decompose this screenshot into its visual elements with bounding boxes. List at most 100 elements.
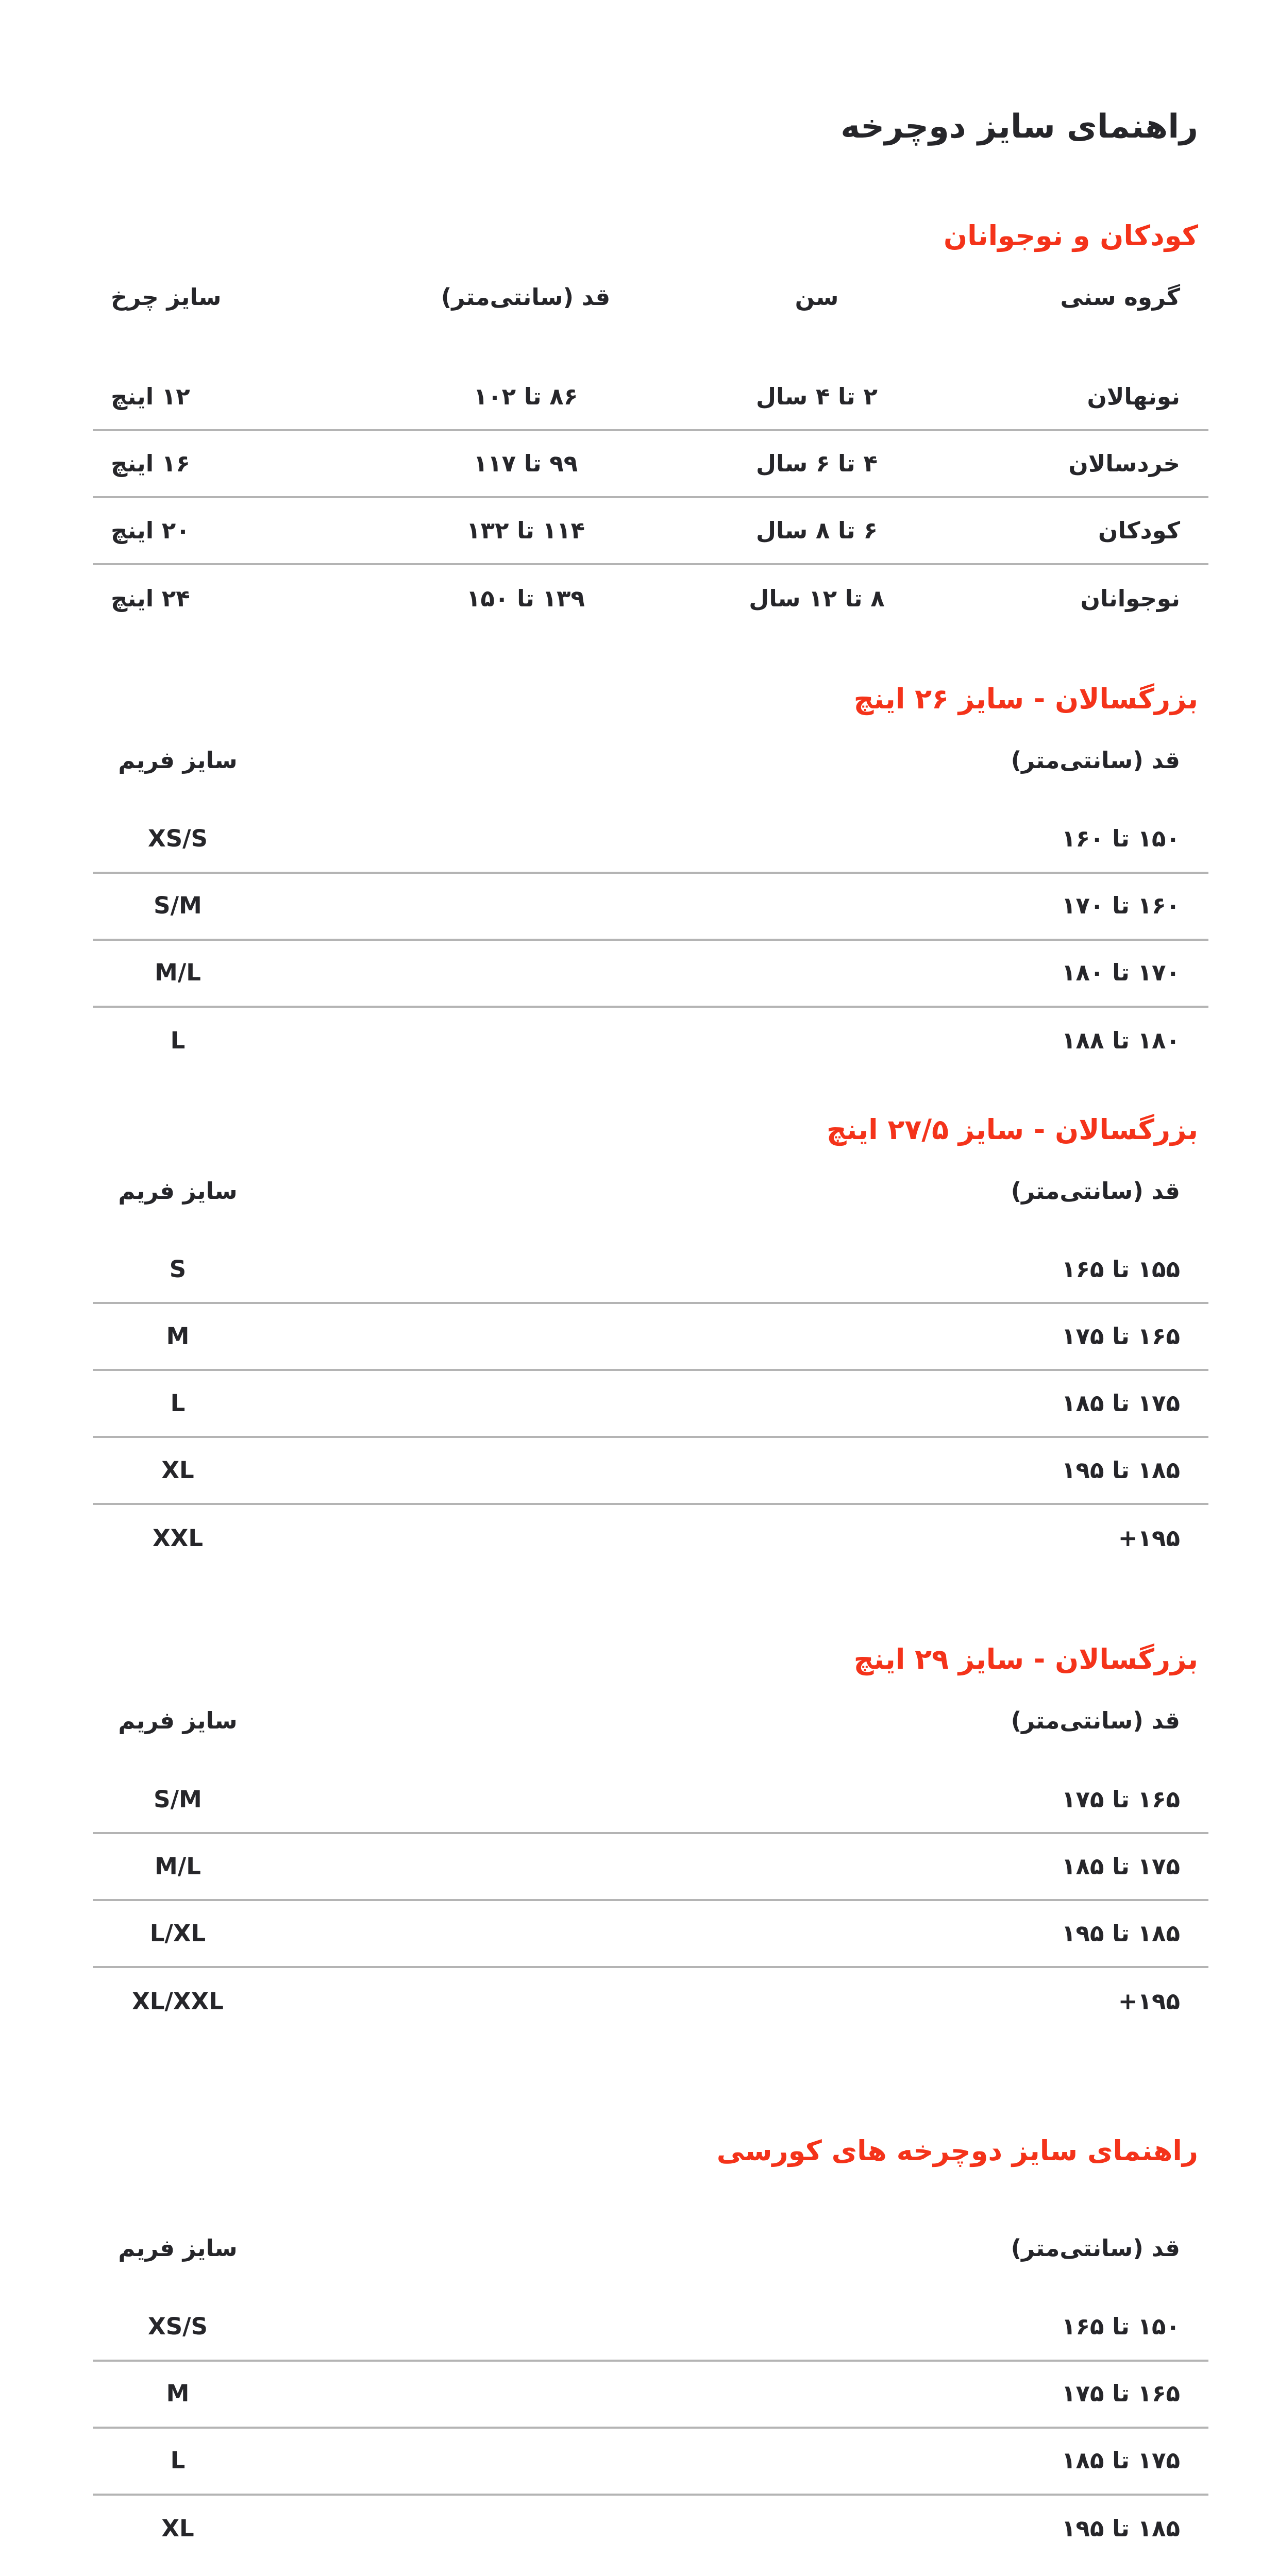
table-cell-age-group: نونهالان [1087, 382, 1180, 410]
table-cell-wheel-size: ۱۲ اینچ [111, 382, 190, 410]
table-cell-frame-size: XXL [152, 1524, 204, 1552]
table-cell-height: ۱۹۵+ [1118, 1987, 1180, 2015]
table-cell-height: ۸۶ تا ۱۰۲ [473, 382, 578, 410]
table-cell-frame-size: S/M [154, 1785, 202, 1813]
table-header-row: قد (سانتی‌متر) سایز فریم [93, 2233, 1208, 2264]
column-header-age-group: گروه سنی [1060, 283, 1180, 311]
table-row: ۱۸۵ تا ۱۹۵ L/XL [93, 1901, 1208, 1968]
table-cell-height: ۱۶۵ تا ۱۷۵ [1062, 1323, 1180, 1350]
section-heading: بزرگسالان - سایز ۲۹ اینچ [853, 1643, 1198, 1676]
table-cell-frame-size: L/XL [149, 1919, 206, 1947]
table-row: ۱۷۵ تا ۱۸۵ L [93, 1371, 1208, 1438]
column-header-frame-size: سایز فریم [118, 1707, 238, 1735]
table-row: نونهالان ۲ تا ۴ سال ۸۶ تا ۱۰۲ ۱۲ اینچ [93, 364, 1208, 431]
table-cell-frame-size: L [170, 1027, 186, 1055]
size-table-road: قد (سانتی‌متر) سایز فریم ۱۵۰ تا ۱۶۵ XS/S… [93, 2233, 1208, 2563]
table-cell-frame-size: XS/S [148, 2313, 208, 2341]
page-title: راهنمای سایز دوچرخه [840, 108, 1198, 146]
table-cell-age: ۲ تا ۴ سال [756, 382, 878, 410]
table-cell-wheel-size: ۲۴ اینچ [111, 584, 190, 612]
table-cell-frame-size: XL [161, 2515, 194, 2543]
table-row: ۱۹۵+ XL/XXL [93, 1968, 1208, 2035]
table-cell-height: ۱۷۵ تا ۱۸۵ [1062, 1389, 1180, 1417]
table-cell-frame-size: L [170, 2447, 186, 2475]
table-cell-height: ۱۵۵ تا ۱۶۵ [1062, 1256, 1180, 1283]
table-row: ۱۷۰ تا ۱۸۰ M/L [93, 941, 1208, 1008]
column-header-height: قد (سانتی‌متر) [1011, 1177, 1180, 1205]
table-header-row: قد (سانتی‌متر) سایز فریم [93, 1706, 1208, 1736]
table-cell-height: ۱۳۹ تا ۱۵۰ [466, 584, 585, 612]
table-row: ۱۵۰ تا ۱۶۰ XS/S [93, 807, 1208, 874]
table-cell-frame-size: M [166, 2380, 190, 2408]
table-cell-frame-size: XL [161, 1456, 194, 1484]
column-header-age: سن [795, 283, 839, 311]
table-row: ۱۸۵ تا ۱۹۵ XL [93, 2496, 1208, 2563]
column-header-height: قد (سانتی‌متر) [1011, 2234, 1180, 2262]
column-header-wheel-size: سایز چرخ [111, 283, 222, 311]
section-kids-teens: کودکان و نوجوانان گروه سنی سن قد (سانتی‌… [93, 218, 1208, 632]
table-row: ۱۸۵ تا ۱۹۵ XL [93, 1438, 1208, 1505]
table-row: ۱۶۵ تا ۱۷۵ M [93, 2362, 1208, 2429]
column-header-height: قد (سانتی‌متر) [1011, 1707, 1180, 1735]
table-cell-height: ۱۸۵ تا ۱۹۵ [1062, 1456, 1180, 1484]
table-cell-height: ۱۱۴ تا ۱۳۲ [466, 516, 585, 544]
table-cell-height: ۱۶۵ تا ۱۷۵ [1062, 1785, 1180, 1813]
table-cell-frame-size: L [170, 1389, 186, 1417]
table-header-row: گروه سنی سن قد (سانتی‌متر) سایز چرخ [93, 282, 1208, 313]
table-cell-height: ۱۸۵ تا ۱۹۵ [1062, 2515, 1180, 2543]
section-adults-29: بزرگسالان - سایز ۲۹ اینچ قد (سانتی‌متر) … [93, 1641, 1208, 2035]
table-cell-height: ۱۸۰ تا ۱۸۸ [1062, 1027, 1180, 1055]
table-cell-wheel-size: ۲۰ اینچ [111, 516, 190, 544]
section-heading: کودکان و نوجوانان [944, 219, 1198, 252]
table-cell-frame-size: S [169, 1256, 187, 1283]
table-cell-wheel-size: ۱۶ اینچ [111, 449, 190, 477]
table-cell-age-group: خردسالان [1068, 449, 1180, 477]
table-cell-frame-size: XS/S [148, 825, 208, 853]
table-cell-height: ۱۶۵ تا ۱۷۵ [1062, 2380, 1180, 2408]
table-row: ۱۵۰ تا ۱۶۵ XS/S [93, 2295, 1208, 2362]
table-cell-height: ۹۹ تا ۱۱۷ [473, 449, 578, 477]
table-cell-height: ۱۸۵ تا ۱۹۵ [1062, 1919, 1180, 1947]
table-cell-frame-size: M/L [155, 1852, 201, 1880]
table-cell-height: ۱۷۵ تا ۱۸۵ [1062, 1852, 1180, 1880]
table-cell-frame-size: M/L [155, 959, 201, 987]
table-row: ۱۵۵ تا ۱۶۵ S [93, 1237, 1208, 1304]
column-header-height: قد (سانتی‌متر) [441, 283, 611, 311]
column-header-height: قد (سانتی‌متر) [1011, 747, 1180, 774]
section-road-bikes: راهنمای سایز دوچرخه های کورسی قد (سانتی‌… [93, 2133, 1208, 2563]
section-heading: راهنمای سایز دوچرخه های کورسی [716, 2134, 1198, 2167]
table-cell-height: ۱۷۰ تا ۱۸۰ [1062, 959, 1180, 987]
table-cell-height: ۱۷۵ تا ۱۸۵ [1062, 2447, 1180, 2475]
table-header-row: قد (سانتی‌متر) سایز فریم [93, 1176, 1208, 1207]
table-cell-frame-size: S/M [154, 892, 202, 920]
table-cell-age-group: کودکان [1098, 516, 1180, 544]
table-cell-height: ۱۹۵+ [1118, 1524, 1180, 1552]
table-cell-age: ۶ تا ۸ سال [756, 516, 878, 544]
table-row: نوجوانان ۸ تا ۱۲ سال ۱۳۹ تا ۱۵۰ ۲۴ اینچ [93, 565, 1208, 632]
size-table-26: قد (سانتی‌متر) سایز فریم ۱۵۰ تا ۱۶۰ XS/S… [93, 745, 1208, 1075]
content-container: راهنمای سایز دوچرخه کودکان و نوجوانان گر… [93, 0, 1208, 2563]
table-cell-age: ۴ تا ۶ سال [756, 449, 878, 477]
size-table-kids: گروه سنی سن قد (سانتی‌متر) سایز چرخ نونه… [93, 282, 1208, 632]
table-cell-age: ۸ تا ۱۲ سال [749, 584, 885, 612]
size-table-27-5: قد (سانتی‌متر) سایز فریم ۱۵۵ تا ۱۶۵ S ۱۶… [93, 1176, 1208, 1572]
table-row: ۱۶۵ تا ۱۷۵ S/M [93, 1767, 1208, 1834]
table-cell-age-group: نوجوانان [1080, 584, 1180, 612]
column-header-frame-size: سایز فریم [118, 747, 238, 774]
section-heading: بزرگسالان - سایز ۲۷/۵ اینچ [826, 1113, 1198, 1146]
table-row: ۱۶۰ تا ۱۷۰ S/M [93, 874, 1208, 941]
section-heading: بزرگسالان - سایز ۲۶ اینچ [853, 682, 1198, 715]
column-header-frame-size: سایز فریم [118, 1177, 238, 1205]
table-cell-height: ۱۶۰ تا ۱۷۰ [1062, 892, 1180, 920]
table-row: ۱۸۰ تا ۱۸۸ L [93, 1008, 1208, 1075]
table-row: ۱۷۵ تا ۱۸۵ L [93, 2429, 1208, 2496]
table-cell-frame-size: M [166, 1323, 190, 1350]
table-row: ۱۹۵+ XXL [93, 1505, 1208, 1572]
table-row: خردسالان ۴ تا ۶ سال ۹۹ تا ۱۱۷ ۱۶ اینچ [93, 431, 1208, 498]
table-row: ۱۷۵ تا ۱۸۵ M/L [93, 1834, 1208, 1901]
column-header-frame-size: سایز فریم [118, 2234, 238, 2262]
section-adults-26: بزرگسالان - سایز ۲۶ اینچ قد (سانتی‌متر) … [93, 681, 1208, 1075]
table-cell-height: ۱۵۰ تا ۱۶۰ [1062, 825, 1180, 853]
table-header-row: قد (سانتی‌متر) سایز فریم [93, 745, 1208, 776]
table-row: کودکان ۶ تا ۸ سال ۱۱۴ تا ۱۳۲ ۲۰ اینچ [93, 498, 1208, 565]
